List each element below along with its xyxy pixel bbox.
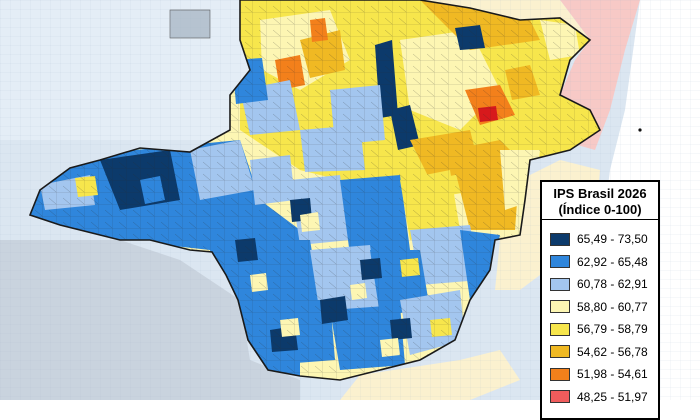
legend-swatch — [550, 322, 570, 336]
legend-label: 58,80 - 60,77 — [577, 299, 648, 314]
legend-label: 51,98 - 54,61 — [577, 367, 648, 382]
legend-item: 58,80 - 60,77 — [550, 296, 658, 319]
legend-item: 48,25 - 51,97 — [550, 386, 658, 409]
legend-item: 65,49 - 73,50 — [550, 228, 658, 251]
legend-label: 54,62 - 56,78 — [577, 344, 648, 359]
legend-swatch — [550, 300, 570, 314]
legend-item: 51,98 - 54,61 — [550, 363, 658, 386]
legend-title-box: IPS Brasil 2026 (Índice 0-100) — [542, 182, 658, 220]
legend-swatch — [550, 232, 570, 246]
legend-items: 65,49 - 73,50 62,92 - 65,48 60,78 - 62,91 5… — [542, 220, 658, 408]
legend-label: 60,78 - 62,91 — [577, 277, 648, 292]
legend-swatch — [550, 255, 570, 269]
legend-swatch — [550, 277, 570, 291]
legend-item: 62,92 - 65,48 — [550, 251, 658, 274]
legend-item: 60,78 - 62,91 — [550, 273, 658, 296]
legend-swatch — [550, 345, 570, 359]
legend-title: IPS Brasil 2026 — [553, 186, 647, 201]
legend-item: 54,62 - 56,78 — [550, 341, 658, 364]
legend-label: 48,25 - 51,97 — [577, 389, 648, 404]
legend-subtitle: (Índice 0-100) — [558, 202, 642, 217]
legend-swatch — [550, 367, 570, 381]
coast-marker — [638, 128, 642, 132]
legend-label: 56,79 - 58,79 — [577, 322, 648, 337]
legend-swatch — [550, 390, 570, 404]
legend: IPS Brasil 2026 (Índice 0-100) 65,49 - 7… — [540, 180, 660, 420]
legend-label: 62,92 - 65,48 — [577, 254, 648, 269]
state-boundary — [28, 0, 602, 381]
legend-label: 65,49 - 73,50 — [577, 232, 648, 247]
legend-item: 56,79 - 58,79 — [550, 318, 658, 341]
